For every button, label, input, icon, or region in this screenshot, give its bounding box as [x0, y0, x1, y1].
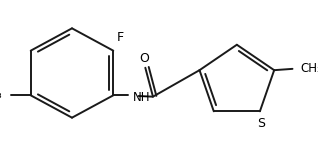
Text: F: F — [116, 31, 124, 44]
Text: S: S — [258, 117, 266, 130]
Text: CH₃: CH₃ — [301, 62, 318, 75]
Text: O: O — [139, 52, 149, 65]
Text: CH₃: CH₃ — [0, 88, 2, 101]
Text: NH: NH — [133, 91, 150, 105]
